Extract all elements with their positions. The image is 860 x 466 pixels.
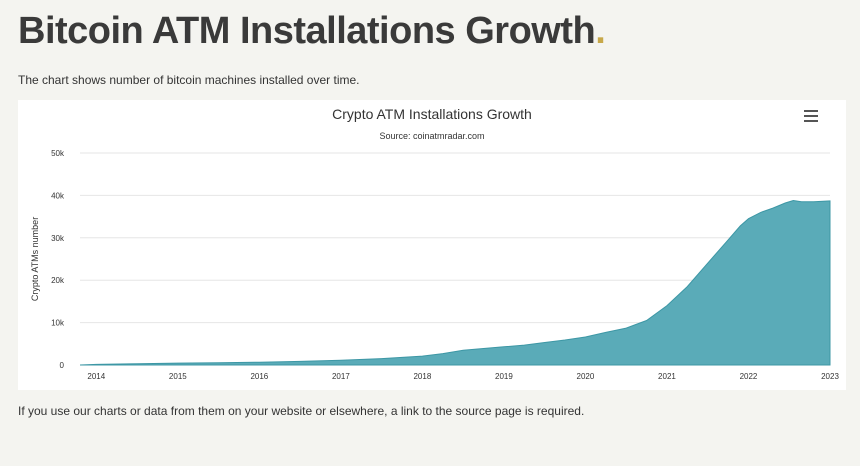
y-tick-label: 0: [60, 361, 65, 370]
chart-card: 0 10k 20k 30k 40k 50k 2014 2015 2016 2017 2018 2019…: [18, 100, 846, 390]
chart-menu-icon[interactable]: [804, 110, 818, 122]
menu-bar: [804, 110, 818, 112]
y-tick-label: 40k: [51, 191, 65, 200]
y-axis-label: Crypto ATMs number: [30, 217, 40, 301]
chart-subtitle: Source: coinatmradar.com: [379, 131, 484, 141]
y-tick-label: 30k: [51, 234, 65, 243]
y-tick-label: 50k: [51, 149, 65, 158]
x-tick-label: 2022: [740, 372, 758, 381]
page-subtitle: The chart shows number of bitcoin machin…: [18, 73, 360, 87]
page-title: Bitcoin ATM Installations Growth.: [18, 10, 606, 53]
page-title-text: Bitcoin ATM Installations Growth: [18, 10, 596, 52]
x-tick-label: 2019: [495, 372, 513, 381]
x-tick-label: 2018: [413, 372, 431, 381]
x-tick-label: 2014: [87, 372, 105, 381]
area-series-crypto-atms: [79, 199, 831, 366]
x-tick-label: 2016: [250, 372, 268, 381]
page-title-dot: .: [595, 10, 606, 52]
x-tick-label: 2020: [577, 372, 595, 381]
tick-layer: 0 10k 20k 30k 40k 50k 2014 2015 2016 2017 2018 2019…: [51, 149, 839, 381]
x-tick-label: 2015: [169, 372, 187, 381]
x-tick-label: 2017: [332, 372, 350, 381]
x-tick-label: 2023: [821, 372, 839, 381]
x-tick-label: 2021: [658, 372, 676, 381]
menu-bar: [804, 115, 818, 117]
chart-area: 0 10k 20k 30k 40k 50k 2014 2015 2016 2017 2018 2019…: [30, 106, 839, 381]
source-footnote: If you use our charts or data from them …: [18, 404, 585, 418]
y-tick-label: 20k: [51, 276, 65, 285]
chart-title: Crypto ATM Installations Growth: [332, 106, 532, 122]
menu-bar: [804, 120, 818, 122]
y-tick-label: 10k: [51, 319, 65, 328]
